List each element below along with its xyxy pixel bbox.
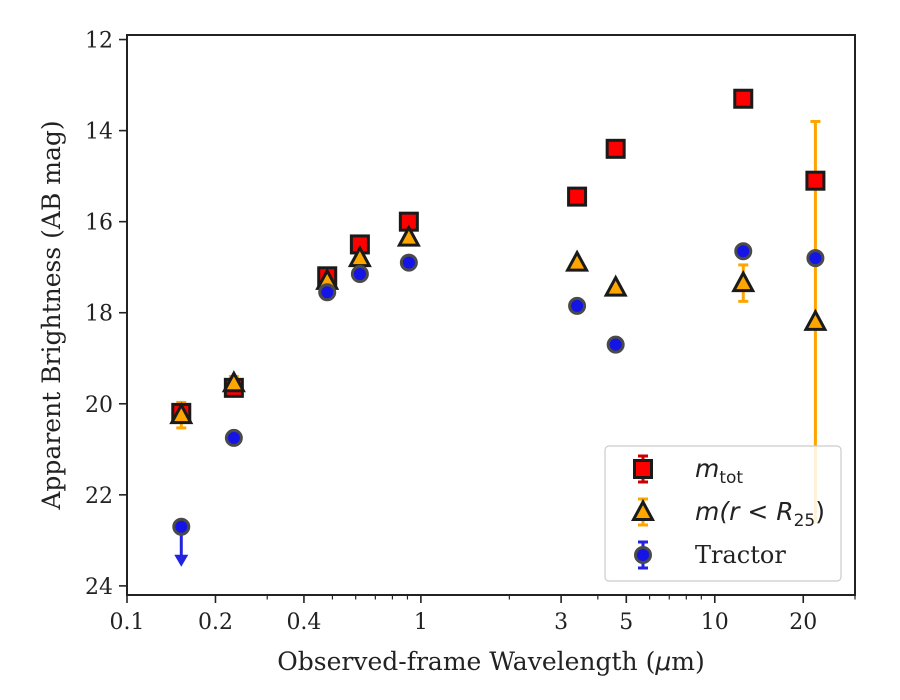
x-tick-label: 10	[701, 610, 729, 635]
x-tick-label: 3	[554, 610, 568, 635]
data-point-triangle	[169, 402, 194, 425]
data-point-square	[567, 186, 588, 207]
data-point-square	[733, 88, 754, 109]
y-tick-label: 16	[85, 211, 113, 236]
data-point-triangle	[396, 224, 421, 247]
data-point-circle	[734, 242, 753, 261]
legend-marker-circle	[634, 546, 652, 564]
data-point-triangle	[731, 269, 756, 293]
y-tick-label: 14	[85, 120, 113, 145]
y-tick-label: 12	[85, 29, 113, 54]
y-tick-label: 20	[85, 393, 113, 418]
legend-marker-square	[633, 459, 653, 479]
markers-layer	[169, 88, 828, 536]
legend-marker-triangle	[630, 498, 656, 521]
data-point-circle	[806, 249, 825, 268]
x-tick-label: 0.1	[110, 610, 145, 635]
y-axis: 12 14 16 18 20 22 24	[85, 29, 127, 600]
data-point-circle	[224, 428, 243, 447]
data-point-square	[805, 170, 826, 191]
x-tick-label: 0.2	[198, 610, 233, 635]
data-point-triangle	[603, 274, 628, 297]
y-tick-label: 22	[85, 484, 113, 509]
x-axis: 0.1 0.2 0.4 1 3 5 10 20	[110, 595, 856, 635]
legend-box	[604, 445, 842, 582]
data-point-triangle	[803, 308, 828, 331]
data-point-triangle	[221, 370, 246, 393]
y-tick-label: 18	[85, 302, 113, 327]
x-tick-label: 5	[619, 610, 633, 635]
y-axis-label: Apparent Brightness (AB mag)	[37, 120, 66, 510]
legend-label: Tractor	[695, 541, 786, 569]
data-point-circle	[399, 253, 418, 272]
legend: mtot m(r < R25) Tractor	[604, 445, 842, 582]
data-point-circle	[568, 296, 587, 315]
x-tick-label: 20	[789, 610, 817, 635]
data-point-circle	[606, 335, 625, 354]
x-tick-label: 0.4	[286, 610, 321, 635]
legend-label: m(r < R25)	[695, 497, 825, 531]
data-point-square	[605, 138, 626, 159]
data-point-circle	[350, 265, 369, 284]
y-tick-label: 24	[85, 575, 113, 600]
legend-label: mtot	[695, 454, 743, 488]
data-point-circle	[172, 517, 191, 536]
data-point-triangle	[565, 249, 590, 272]
plot-frame	[126, 34, 856, 596]
x-axis-label: Observed-frame Wavelength (μm)	[277, 647, 704, 676]
x-tick-label: 1	[414, 610, 428, 635]
data-point-circle	[318, 283, 337, 302]
upper-limit-arrowhead	[174, 554, 189, 567]
